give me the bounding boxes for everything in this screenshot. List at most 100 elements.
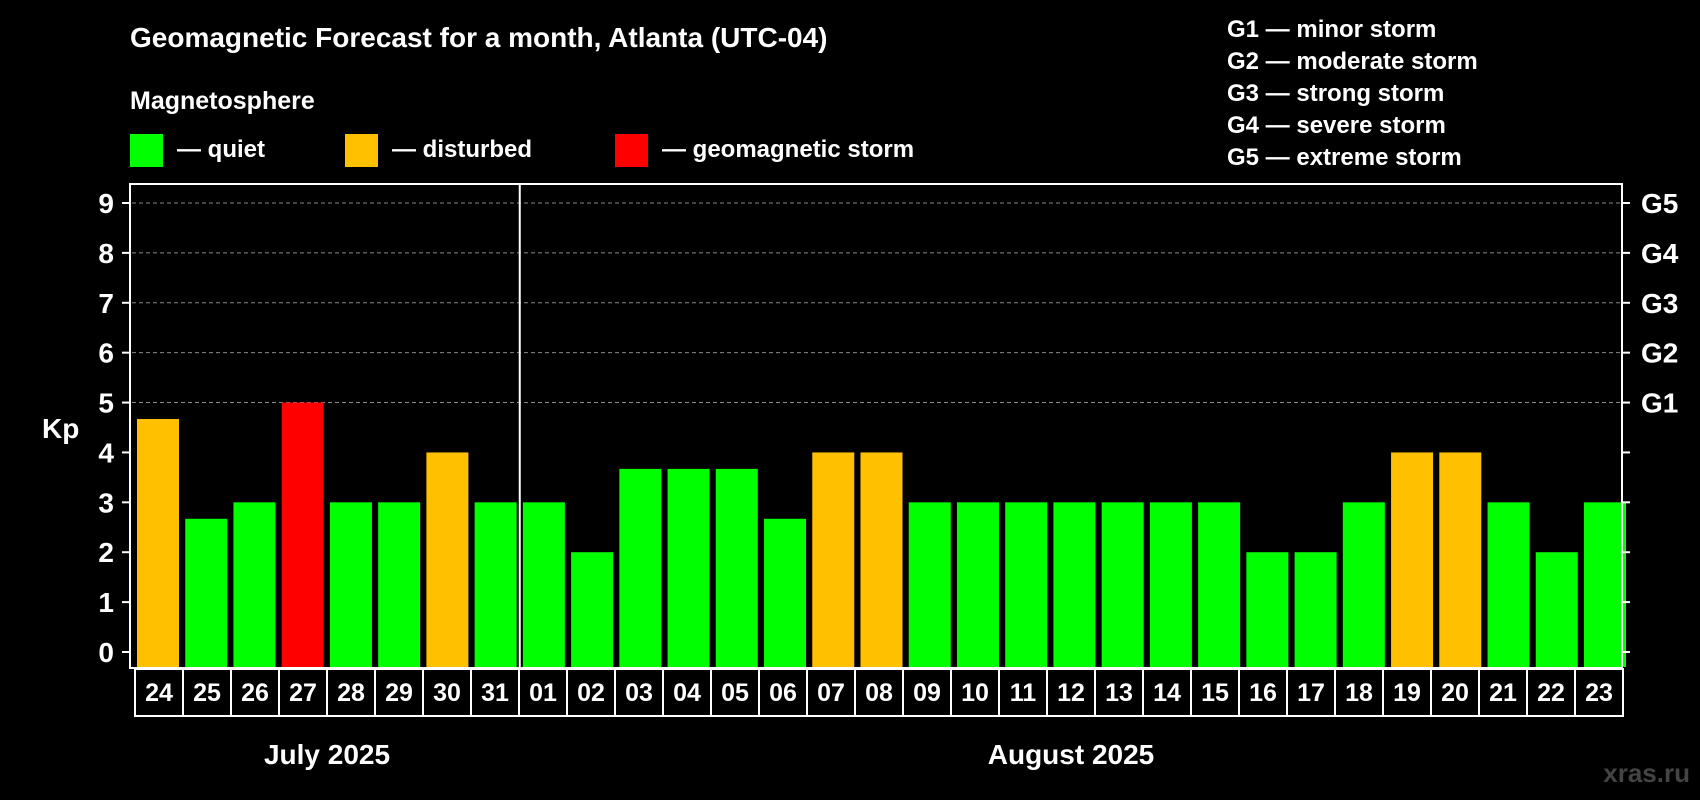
day-label: 15 bbox=[1201, 679, 1229, 707]
bar-04 bbox=[667, 468, 710, 667]
y-tick-label: 0 bbox=[98, 637, 114, 668]
bar-12 bbox=[1053, 502, 1096, 667]
day-label: 05 bbox=[721, 679, 749, 707]
legend-swatch bbox=[615, 134, 648, 167]
storm-level-label: G2 bbox=[1641, 338, 1678, 369]
storm-scale-item: G5 — extreme storm bbox=[1227, 144, 1462, 171]
day-label: 24 bbox=[145, 679, 173, 707]
legend-label: — geomagnetic storm bbox=[662, 136, 914, 163]
legend-swatch bbox=[345, 134, 378, 167]
watermark: xras.ru bbox=[1603, 758, 1690, 788]
day-label: 19 bbox=[1393, 679, 1421, 707]
bar-17 bbox=[1294, 552, 1337, 667]
x-axis: 24 25 26 27 28 29 30 31 01 02 03 04 05 06 07 08 09 10 11 12… bbox=[134, 668, 1624, 717]
y-tick-label: 2 bbox=[98, 537, 114, 568]
y-tick-label: 8 bbox=[98, 238, 114, 269]
day-label: 03 bbox=[625, 679, 653, 707]
day-label: 07 bbox=[817, 679, 845, 707]
day-label: 25 bbox=[193, 679, 221, 707]
bar-18 bbox=[1342, 502, 1385, 667]
y-tick-label: 7 bbox=[98, 288, 114, 319]
day-cell bbox=[1574, 668, 1624, 717]
bar-03 bbox=[619, 468, 662, 667]
bar-30 bbox=[426, 452, 469, 667]
bar-29 bbox=[378, 502, 421, 667]
y-tick-label: 9 bbox=[98, 188, 114, 219]
bar-09 bbox=[908, 502, 951, 667]
month-labels: July 2025 August 2025 bbox=[264, 739, 1154, 770]
day-label: 13 bbox=[1105, 679, 1133, 707]
day-label: 28 bbox=[337, 679, 365, 707]
bar-21 bbox=[1487, 502, 1530, 667]
day-label: 11 bbox=[1010, 679, 1037, 707]
y-tick-label: 4 bbox=[98, 437, 114, 468]
day-label: 02 bbox=[577, 679, 605, 707]
legend-label: — quiet bbox=[177, 136, 265, 163]
grid bbox=[132, 202, 1620, 404]
y-axis-label: Kp bbox=[42, 413, 79, 444]
bar-06 bbox=[764, 518, 807, 667]
day-label: 16 bbox=[1249, 679, 1277, 707]
bar-28 bbox=[329, 502, 372, 667]
day-label: 12 bbox=[1057, 679, 1085, 707]
storm-level-label: G4 bbox=[1641, 238, 1679, 269]
storm-scale-legend: G1 — minor storm G2 — moderate storm G3 — … bbox=[1227, 16, 1478, 171]
day-label: 18 bbox=[1345, 679, 1373, 707]
day-label: 23 bbox=[1585, 679, 1613, 707]
day-label: 08 bbox=[865, 679, 893, 707]
bar-02 bbox=[571, 552, 614, 667]
bar-19 bbox=[1391, 452, 1434, 667]
bar-27 bbox=[281, 402, 324, 667]
day-label: 10 bbox=[961, 679, 989, 707]
y-tick-label: 6 bbox=[98, 338, 114, 369]
chart-title: Geomagnetic Forecast for a month, Atlant… bbox=[130, 22, 828, 53]
legend-label: — disturbed bbox=[392, 136, 532, 163]
bar-11 bbox=[1005, 502, 1048, 667]
storm-level-axis: G1 G2 G3 G4 G5 bbox=[1622, 188, 1679, 653]
day-label: 30 bbox=[433, 679, 461, 707]
storm-level-label: G1 bbox=[1641, 388, 1678, 419]
bars bbox=[137, 184, 1626, 668]
bar-23 bbox=[1584, 502, 1626, 667]
bar-13 bbox=[1101, 502, 1144, 667]
day-label: 06 bbox=[769, 679, 797, 707]
storm-scale-item: G1 — minor storm bbox=[1227, 16, 1436, 43]
y-tick-label: 3 bbox=[98, 487, 114, 518]
bar-08 bbox=[860, 452, 903, 667]
y-axis: 0 1 2 3 4 5 6 7 8 9 bbox=[98, 188, 130, 668]
bar-20 bbox=[1439, 452, 1482, 667]
month-label: July 2025 bbox=[264, 739, 390, 770]
bar-26 bbox=[233, 502, 276, 667]
storm-scale-item: G2 — moderate storm bbox=[1227, 48, 1478, 75]
day-label: 22 bbox=[1537, 679, 1565, 707]
bar-31 bbox=[474, 502, 517, 667]
bar-14 bbox=[1149, 502, 1192, 667]
bar-25 bbox=[185, 518, 228, 667]
bar-16 bbox=[1246, 552, 1289, 667]
storm-scale-item: G4 — severe storm bbox=[1227, 112, 1446, 139]
day-label: 04 bbox=[673, 679, 701, 707]
bar-01 bbox=[522, 502, 565, 667]
legend-swatch bbox=[130, 134, 163, 167]
day-label: 20 bbox=[1441, 679, 1469, 707]
storm-level-label: G3 bbox=[1641, 288, 1678, 319]
bar-22 bbox=[1535, 552, 1578, 667]
storm-scale-item: G3 — strong storm bbox=[1227, 80, 1444, 107]
storm-level-label: G5 bbox=[1641, 188, 1678, 219]
day-label: 01 bbox=[529, 679, 557, 707]
day-label: 17 bbox=[1297, 679, 1325, 707]
y-tick-label: 1 bbox=[98, 587, 114, 618]
day-label: 31 bbox=[481, 679, 509, 707]
y-tick-label: 5 bbox=[98, 388, 114, 419]
legend: — quiet — disturbed — geomagnetic storm bbox=[130, 134, 914, 167]
bar-07 bbox=[812, 452, 855, 667]
day-label: 29 bbox=[385, 679, 413, 707]
bar-05 bbox=[715, 468, 758, 667]
day-label: 26 bbox=[241, 679, 269, 707]
bar-10 bbox=[956, 502, 999, 667]
legend-heading: Magnetosphere bbox=[130, 87, 315, 115]
day-label: 21 bbox=[1489, 679, 1517, 707]
day-label: 14 bbox=[1153, 679, 1181, 707]
bar-15 bbox=[1198, 502, 1241, 667]
